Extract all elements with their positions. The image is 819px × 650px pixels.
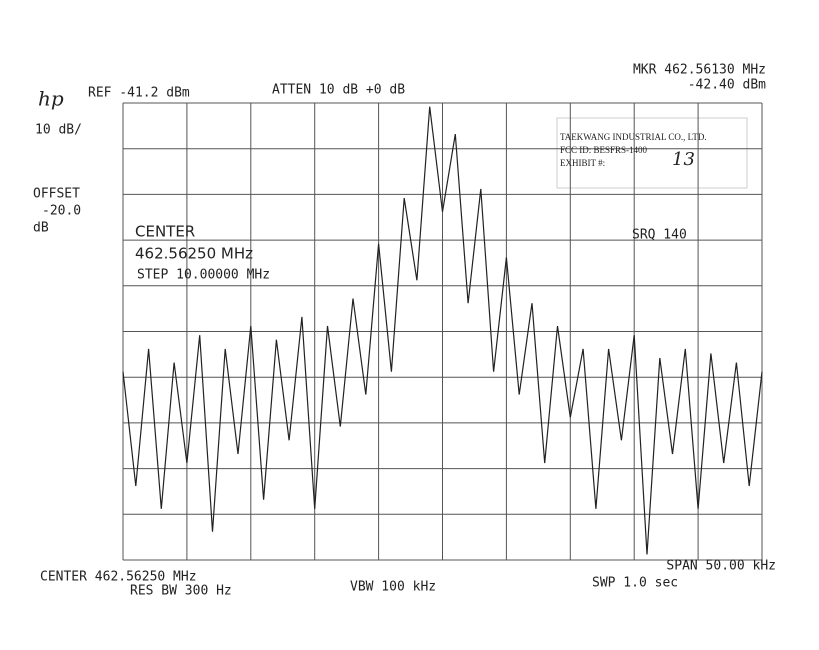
offset-unit: dB	[33, 221, 49, 236]
step: STEP 10.00000 MHz	[137, 268, 270, 283]
res-bw: RES BW 300 Hz	[130, 584, 232, 599]
marker-level: -42.40 dBm	[688, 78, 766, 93]
center-footer: CENTER 462.56250 MHz	[40, 570, 197, 585]
marker-freq: MKR 462.56130 MHz	[633, 63, 766, 78]
vbw: VBW 100 kHz	[350, 580, 436, 595]
center-value: 462.56250 MHz	[135, 245, 253, 263]
atten: ATTEN 10 dB +0 dB	[272, 83, 405, 98]
ref: REF -41.2 dBm	[88, 86, 190, 101]
sweep: SWP 1.0 sec	[592, 576, 678, 591]
stamp: TAEKWANG INDUSTRIAL CO., LTD.	[560, 132, 707, 142]
logo: hp	[38, 87, 64, 111]
stamp: EXHIBIT #:	[560, 158, 605, 168]
span: SPAN 50.00 kHz	[666, 559, 776, 574]
offset-label: OFFSET	[33, 187, 80, 202]
scale: 10 dB/	[35, 123, 82, 138]
exhibit-number: 13	[672, 149, 695, 170]
stamp: FCC ID: BESFRS-1400	[560, 145, 648, 155]
trace	[122, 106, 763, 555]
stamp-box	[556, 117, 748, 189]
offset-value: -20.0	[42, 204, 81, 219]
srq: SRQ 140	[632, 228, 687, 243]
center-label: CENTER	[135, 223, 195, 241]
